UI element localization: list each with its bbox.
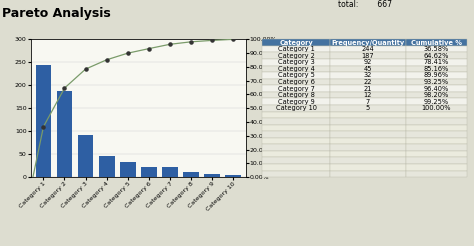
Bar [162,168,178,177]
Bar [99,156,115,177]
Point [145,47,153,51]
Bar [141,167,156,177]
Point [124,51,131,55]
Text: total:        667: total: 667 [337,0,392,9]
Point [166,42,173,46]
Bar [36,65,51,177]
Point [103,58,110,62]
Bar [56,91,73,177]
Bar [78,135,93,177]
Bar [204,174,220,177]
Point [187,40,195,44]
Point [82,67,89,71]
Bar [120,162,136,177]
Point [229,37,237,41]
Point [40,125,47,129]
Text: Pareto Analysis: Pareto Analysis [2,7,111,20]
Bar [225,175,241,177]
Point [61,86,68,90]
Bar [183,172,199,177]
Point [208,38,216,42]
